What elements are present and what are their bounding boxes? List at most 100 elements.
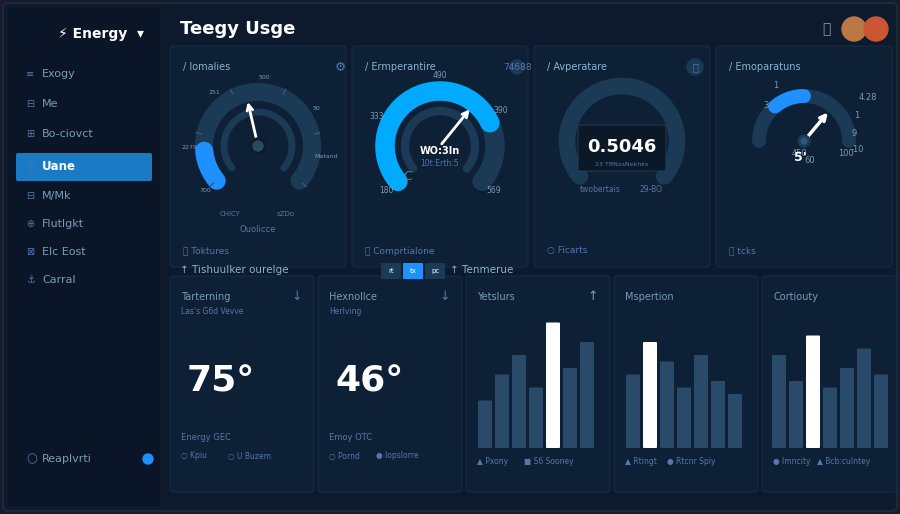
Text: Ouolicce: Ouolicce: [239, 225, 276, 233]
Text: ● Rtcnr Spiy: ● Rtcnr Spiy: [667, 456, 716, 466]
Text: / Avperatare: / Avperatare: [547, 62, 607, 72]
FancyBboxPatch shape: [789, 381, 803, 448]
Text: / Iomalies: / Iomalies: [183, 62, 230, 72]
Text: ⚙: ⚙: [335, 61, 346, 74]
Text: 75°: 75°: [187, 364, 256, 398]
Text: Exogy: Exogy: [42, 69, 76, 79]
Text: 450: 450: [791, 149, 807, 157]
Text: Hexnollce: Hexnollce: [329, 292, 377, 302]
FancyBboxPatch shape: [580, 342, 594, 448]
FancyBboxPatch shape: [806, 336, 820, 448]
Text: rt: rt: [388, 268, 394, 274]
FancyBboxPatch shape: [660, 361, 674, 448]
Text: 🌡 Toktures: 🌡 Toktures: [183, 247, 229, 255]
Text: ⊟: ⊟: [26, 191, 34, 201]
Text: ↑: ↑: [587, 290, 598, 303]
FancyBboxPatch shape: [512, 355, 526, 448]
Text: ↓: ↓: [439, 290, 449, 303]
Text: twobertais: twobertais: [580, 185, 621, 193]
Circle shape: [687, 59, 703, 75]
FancyBboxPatch shape: [381, 263, 401, 279]
Text: 5': 5': [794, 151, 806, 164]
Circle shape: [510, 60, 524, 74]
FancyBboxPatch shape: [711, 381, 725, 448]
FancyBboxPatch shape: [614, 276, 758, 492]
Text: -10: -10: [851, 144, 865, 154]
Text: Me: Me: [42, 99, 58, 109]
Text: ■ S6 Sooney: ■ S6 Sooney: [524, 456, 573, 466]
Circle shape: [250, 138, 266, 154]
Text: ⚡ Energy  ▾: ⚡ Energy ▾: [58, 27, 144, 41]
Text: 569: 569: [486, 187, 501, 195]
Text: ⊞: ⊞: [26, 129, 34, 139]
Text: / Ermperantire: / Ermperantire: [365, 62, 436, 72]
Text: 1: 1: [854, 112, 859, 120]
Text: ○: ○: [26, 452, 37, 466]
FancyBboxPatch shape: [534, 46, 710, 267]
Text: Mspertion: Mspertion: [625, 292, 673, 302]
FancyBboxPatch shape: [563, 368, 577, 448]
Text: ↑ Tishuulker ourelge: ↑ Tishuulker ourelge: [180, 265, 289, 275]
Text: 180: 180: [379, 187, 393, 195]
Text: Reaplvrti: Reaplvrti: [42, 454, 92, 464]
FancyBboxPatch shape: [352, 46, 528, 267]
Text: 🔍: 🔍: [822, 22, 831, 36]
FancyBboxPatch shape: [403, 263, 423, 279]
Text: ⏱: ⏱: [692, 62, 698, 72]
Text: ▲ Rtingt: ▲ Rtingt: [625, 456, 657, 466]
Text: 390: 390: [493, 106, 508, 115]
FancyBboxPatch shape: [466, 276, 610, 492]
Text: 251: 251: [209, 90, 220, 95]
FancyBboxPatch shape: [170, 276, 314, 492]
Text: 1: 1: [773, 82, 778, 90]
Text: Uane: Uane: [42, 160, 76, 174]
Text: C: C: [403, 170, 412, 182]
Circle shape: [798, 135, 810, 147]
Text: 490: 490: [433, 71, 447, 81]
Text: 🔧 Comprtialone: 🔧 Comprtialone: [365, 247, 435, 255]
Text: 29-BO: 29-BO: [640, 185, 663, 193]
FancyBboxPatch shape: [163, 8, 892, 506]
FancyBboxPatch shape: [716, 46, 892, 267]
Text: Teegy Usge: Teegy Usge: [180, 20, 295, 38]
Text: Bo-ciovct: Bo-ciovct: [42, 129, 94, 139]
FancyBboxPatch shape: [16, 153, 152, 181]
Text: ⊠: ⊠: [26, 247, 34, 257]
Text: ⊙: ⊙: [26, 162, 34, 172]
FancyBboxPatch shape: [857, 348, 871, 448]
Text: Yetslurs: Yetslurs: [477, 292, 515, 302]
Text: 46°: 46°: [335, 364, 403, 398]
Circle shape: [864, 17, 888, 41]
FancyBboxPatch shape: [728, 394, 742, 448]
FancyBboxPatch shape: [874, 375, 888, 448]
Circle shape: [842, 17, 866, 41]
Text: ≡: ≡: [26, 69, 34, 79]
Text: ⚓: ⚓: [26, 275, 35, 285]
Text: 4.28: 4.28: [859, 94, 877, 102]
Text: Emoy OTC: Emoy OTC: [329, 432, 372, 442]
FancyBboxPatch shape: [840, 368, 854, 448]
FancyBboxPatch shape: [478, 400, 492, 448]
Text: ○ Kpiu: ○ Kpiu: [181, 451, 207, 461]
Text: / Emoparatuns: / Emoparatuns: [729, 62, 801, 72]
FancyBboxPatch shape: [677, 388, 691, 448]
Text: sZDo: sZDo: [277, 211, 295, 217]
Circle shape: [253, 141, 263, 151]
Text: Energy GEC: Energy GEC: [181, 432, 231, 442]
Text: 333: 333: [369, 112, 384, 121]
Text: 700: 700: [199, 188, 211, 193]
Text: Flutlgkt: Flutlgkt: [42, 219, 84, 229]
Text: ○ Pornd: ○ Pornd: [329, 451, 360, 461]
Text: Las's G6d Vevve: Las's G6d Vevve: [181, 307, 243, 317]
FancyBboxPatch shape: [4, 4, 896, 510]
Text: WO:3In: WO:3In: [420, 146, 460, 156]
Circle shape: [801, 138, 807, 144]
Circle shape: [143, 454, 153, 464]
Text: 3: 3: [763, 101, 769, 111]
Text: CHICY: CHICY: [220, 211, 240, 217]
Text: 2279: 2279: [181, 145, 197, 150]
Text: 0.5046: 0.5046: [588, 138, 657, 156]
FancyBboxPatch shape: [694, 355, 708, 448]
Text: 🔒 tcks: 🔒 tcks: [729, 247, 756, 255]
FancyBboxPatch shape: [772, 355, 786, 448]
